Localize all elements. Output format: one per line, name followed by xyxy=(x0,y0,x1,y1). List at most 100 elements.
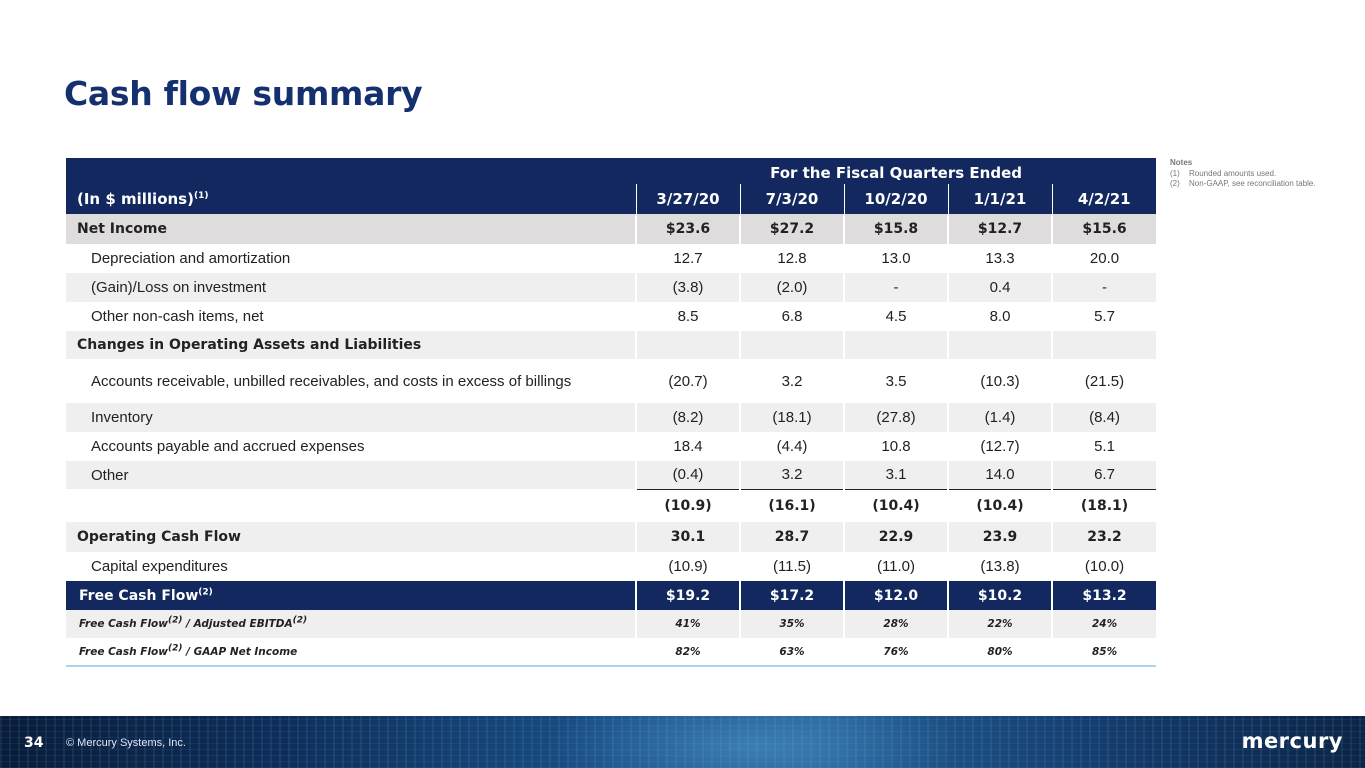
value-cell: 3.2 xyxy=(739,461,844,489)
value-cell: (10.3) xyxy=(947,359,1052,403)
value-cell: 8.0 xyxy=(947,302,1052,331)
value-cell: (18.1) xyxy=(1050,488,1157,522)
header-blank xyxy=(66,158,636,184)
value-cell: - xyxy=(1050,273,1157,302)
period-header: 4/2/21 xyxy=(1051,184,1157,214)
row-label: Net Income xyxy=(66,214,636,244)
value-cell: 22.9 xyxy=(843,522,948,552)
table-header-row: (In $ millions)(1) 3/27/20 7/3/20 10/2/2… xyxy=(66,184,1157,214)
table-row-accounts-receivable: Accounts receivable, unbilled receivable… xyxy=(66,359,1157,403)
value-cell: (3.8) xyxy=(635,273,740,302)
note-item: (1) Rounded amounts used. xyxy=(1170,169,1350,180)
value-cell xyxy=(635,331,740,359)
value-cell: (10.4) xyxy=(843,488,948,522)
value-cell: 12.7 xyxy=(635,244,740,273)
value-cell: (18.1) xyxy=(739,403,844,432)
table-row-other-noncash: Other non-cash items, net 8.5 6.8 4.5 8.0 5.7 xyxy=(66,302,1157,331)
period-header: 10/2/20 xyxy=(843,184,948,214)
footnote-ref: (2) xyxy=(167,615,183,626)
footer-bar: 34 © Mercury Systems, Inc. mercury xyxy=(0,716,1365,768)
value-cell: 5.7 xyxy=(1050,302,1157,331)
note-number: (1) xyxy=(1170,168,1180,178)
value-cell: 24% xyxy=(1050,610,1157,638)
table-row-net-income: Net Income $23.6 $27.2 $15.8 $12.7 $15.6 xyxy=(66,214,1157,244)
value-cell: 20.0 xyxy=(1050,244,1157,273)
value-cell: (21.5) xyxy=(1050,359,1157,403)
value-cell: 23.9 xyxy=(947,522,1052,552)
value-cell: 8.5 xyxy=(635,302,740,331)
notes-panel: Notes (1) Rounded amounts used. (2) Non-… xyxy=(1170,158,1350,190)
value-cell: $19.2 xyxy=(635,581,740,610)
value-cell xyxy=(739,331,844,359)
table-row-fcf-ebitda: Free Cash Flow(2) / Adjusted EBITDA(2) 41… xyxy=(66,610,1157,638)
row-label: Capital expenditures xyxy=(66,552,636,581)
table-row-fcf-net-income: Free Cash Flow(2) / GAAP Net Income 82% 63… xyxy=(66,638,1157,667)
note-text: Non-GAAP, see reconciliation table. xyxy=(1189,179,1316,188)
note-text: Rounded amounts used. xyxy=(1189,168,1277,178)
cash-flow-table: For the Fiscal Quarters Ended (In $ mill… xyxy=(66,158,1157,667)
value-cell: 4.5 xyxy=(843,302,948,331)
table-row-accounts-payable: Accounts payable and accrued expenses 18.… xyxy=(66,432,1157,461)
value-cell: (1.4) xyxy=(947,403,1052,432)
value-cell: (4.4) xyxy=(739,432,844,461)
value-cell: 6.8 xyxy=(739,302,844,331)
footer-glow xyxy=(540,716,960,768)
value-cell: $15.8 xyxy=(843,214,948,244)
value-cell: 6.7 xyxy=(1050,461,1157,489)
copyright-text: © Mercury Systems, Inc. xyxy=(66,737,186,749)
footnote-ref: (2) xyxy=(198,586,213,597)
value-cell: 18.4 xyxy=(635,432,740,461)
row-label xyxy=(66,489,636,522)
table-row-capex: Capital expenditures (10.9) (11.5) (11.0) (1… xyxy=(66,552,1157,581)
row-label: Inventory xyxy=(66,403,636,432)
page-title: Cash flow summary xyxy=(64,74,423,113)
value-cell: 12.8 xyxy=(739,244,844,273)
table-row-subtotal: (10.9) (16.1) (10.4) (10.4) (18.1) xyxy=(66,488,1157,522)
table-row-changes-header: Changes in Operating Assets and Liabilit… xyxy=(66,331,1157,359)
value-cell: $13.2 xyxy=(1050,581,1157,610)
row-label: Accounts receivable, unbilled receivable… xyxy=(66,359,636,403)
period-header: 1/1/21 xyxy=(947,184,1052,214)
mercury-logo: mercury xyxy=(1241,729,1343,753)
table-row-depreciation: Depreciation and amortization 12.7 12.8 13.… xyxy=(66,244,1157,273)
value-cell: (12.7) xyxy=(947,432,1052,461)
row-label: Free Cash Flow(2) / Adjusted EBITDA(2) xyxy=(66,610,636,638)
value-cell: 3.5 xyxy=(843,359,948,403)
note-item: (2) Non-GAAP, see reconciliation table. xyxy=(1170,179,1350,190)
period-header: 3/27/20 xyxy=(635,184,740,214)
value-cell: (10.4) xyxy=(947,488,1052,522)
value-cell: 85% xyxy=(1050,638,1157,667)
value-cell: 28.7 xyxy=(739,522,844,552)
table-row-inventory: Inventory (8.2) (18.1) (27.8) (1.4) (8.4) xyxy=(66,403,1157,432)
table-row-free-cash-flow: Free Cash Flow(2) $19.2 $17.2 $12.0 $10.2 $13… xyxy=(66,581,1157,610)
value-cell: 63% xyxy=(739,638,844,667)
value-cell: 13.0 xyxy=(843,244,948,273)
value-cell: 76% xyxy=(843,638,948,667)
row-label: Accounts payable and accrued expenses xyxy=(66,432,636,461)
value-cell: 30.1 xyxy=(635,522,740,552)
value-cell: 10.8 xyxy=(843,432,948,461)
row-label: Free Cash Flow(2) xyxy=(66,581,636,610)
value-cell: (20.7) xyxy=(635,359,740,403)
row-label: (Gain)/Loss on investment xyxy=(66,273,636,302)
footnote-ref: (2) xyxy=(292,615,308,626)
value-cell: 22% xyxy=(947,610,1052,638)
value-cell: $12.7 xyxy=(947,214,1052,244)
value-cell: 23.2 xyxy=(1050,522,1157,552)
value-cell: $12.0 xyxy=(843,581,948,610)
value-cell: 28% xyxy=(843,610,948,638)
value-cell: (16.1) xyxy=(739,488,844,522)
period-header: 7/3/20 xyxy=(739,184,844,214)
value-cell: 82% xyxy=(635,638,740,667)
value-cell xyxy=(947,331,1052,359)
value-cell: $23.6 xyxy=(635,214,740,244)
row-label: Changes in Operating Assets and Liabilit… xyxy=(66,331,636,359)
value-cell: 3.2 xyxy=(739,359,844,403)
footer-texture xyxy=(0,716,1365,768)
value-cell xyxy=(843,331,948,359)
value-cell: 35% xyxy=(739,610,844,638)
footnote-ref: (1) xyxy=(193,191,209,201)
row-label: Other non-cash items, net xyxy=(66,302,636,331)
value-cell: (27.8) xyxy=(843,403,948,432)
table-row-other: Other (0.4) 3.2 3.1 14.0 6.7 xyxy=(66,461,1157,489)
